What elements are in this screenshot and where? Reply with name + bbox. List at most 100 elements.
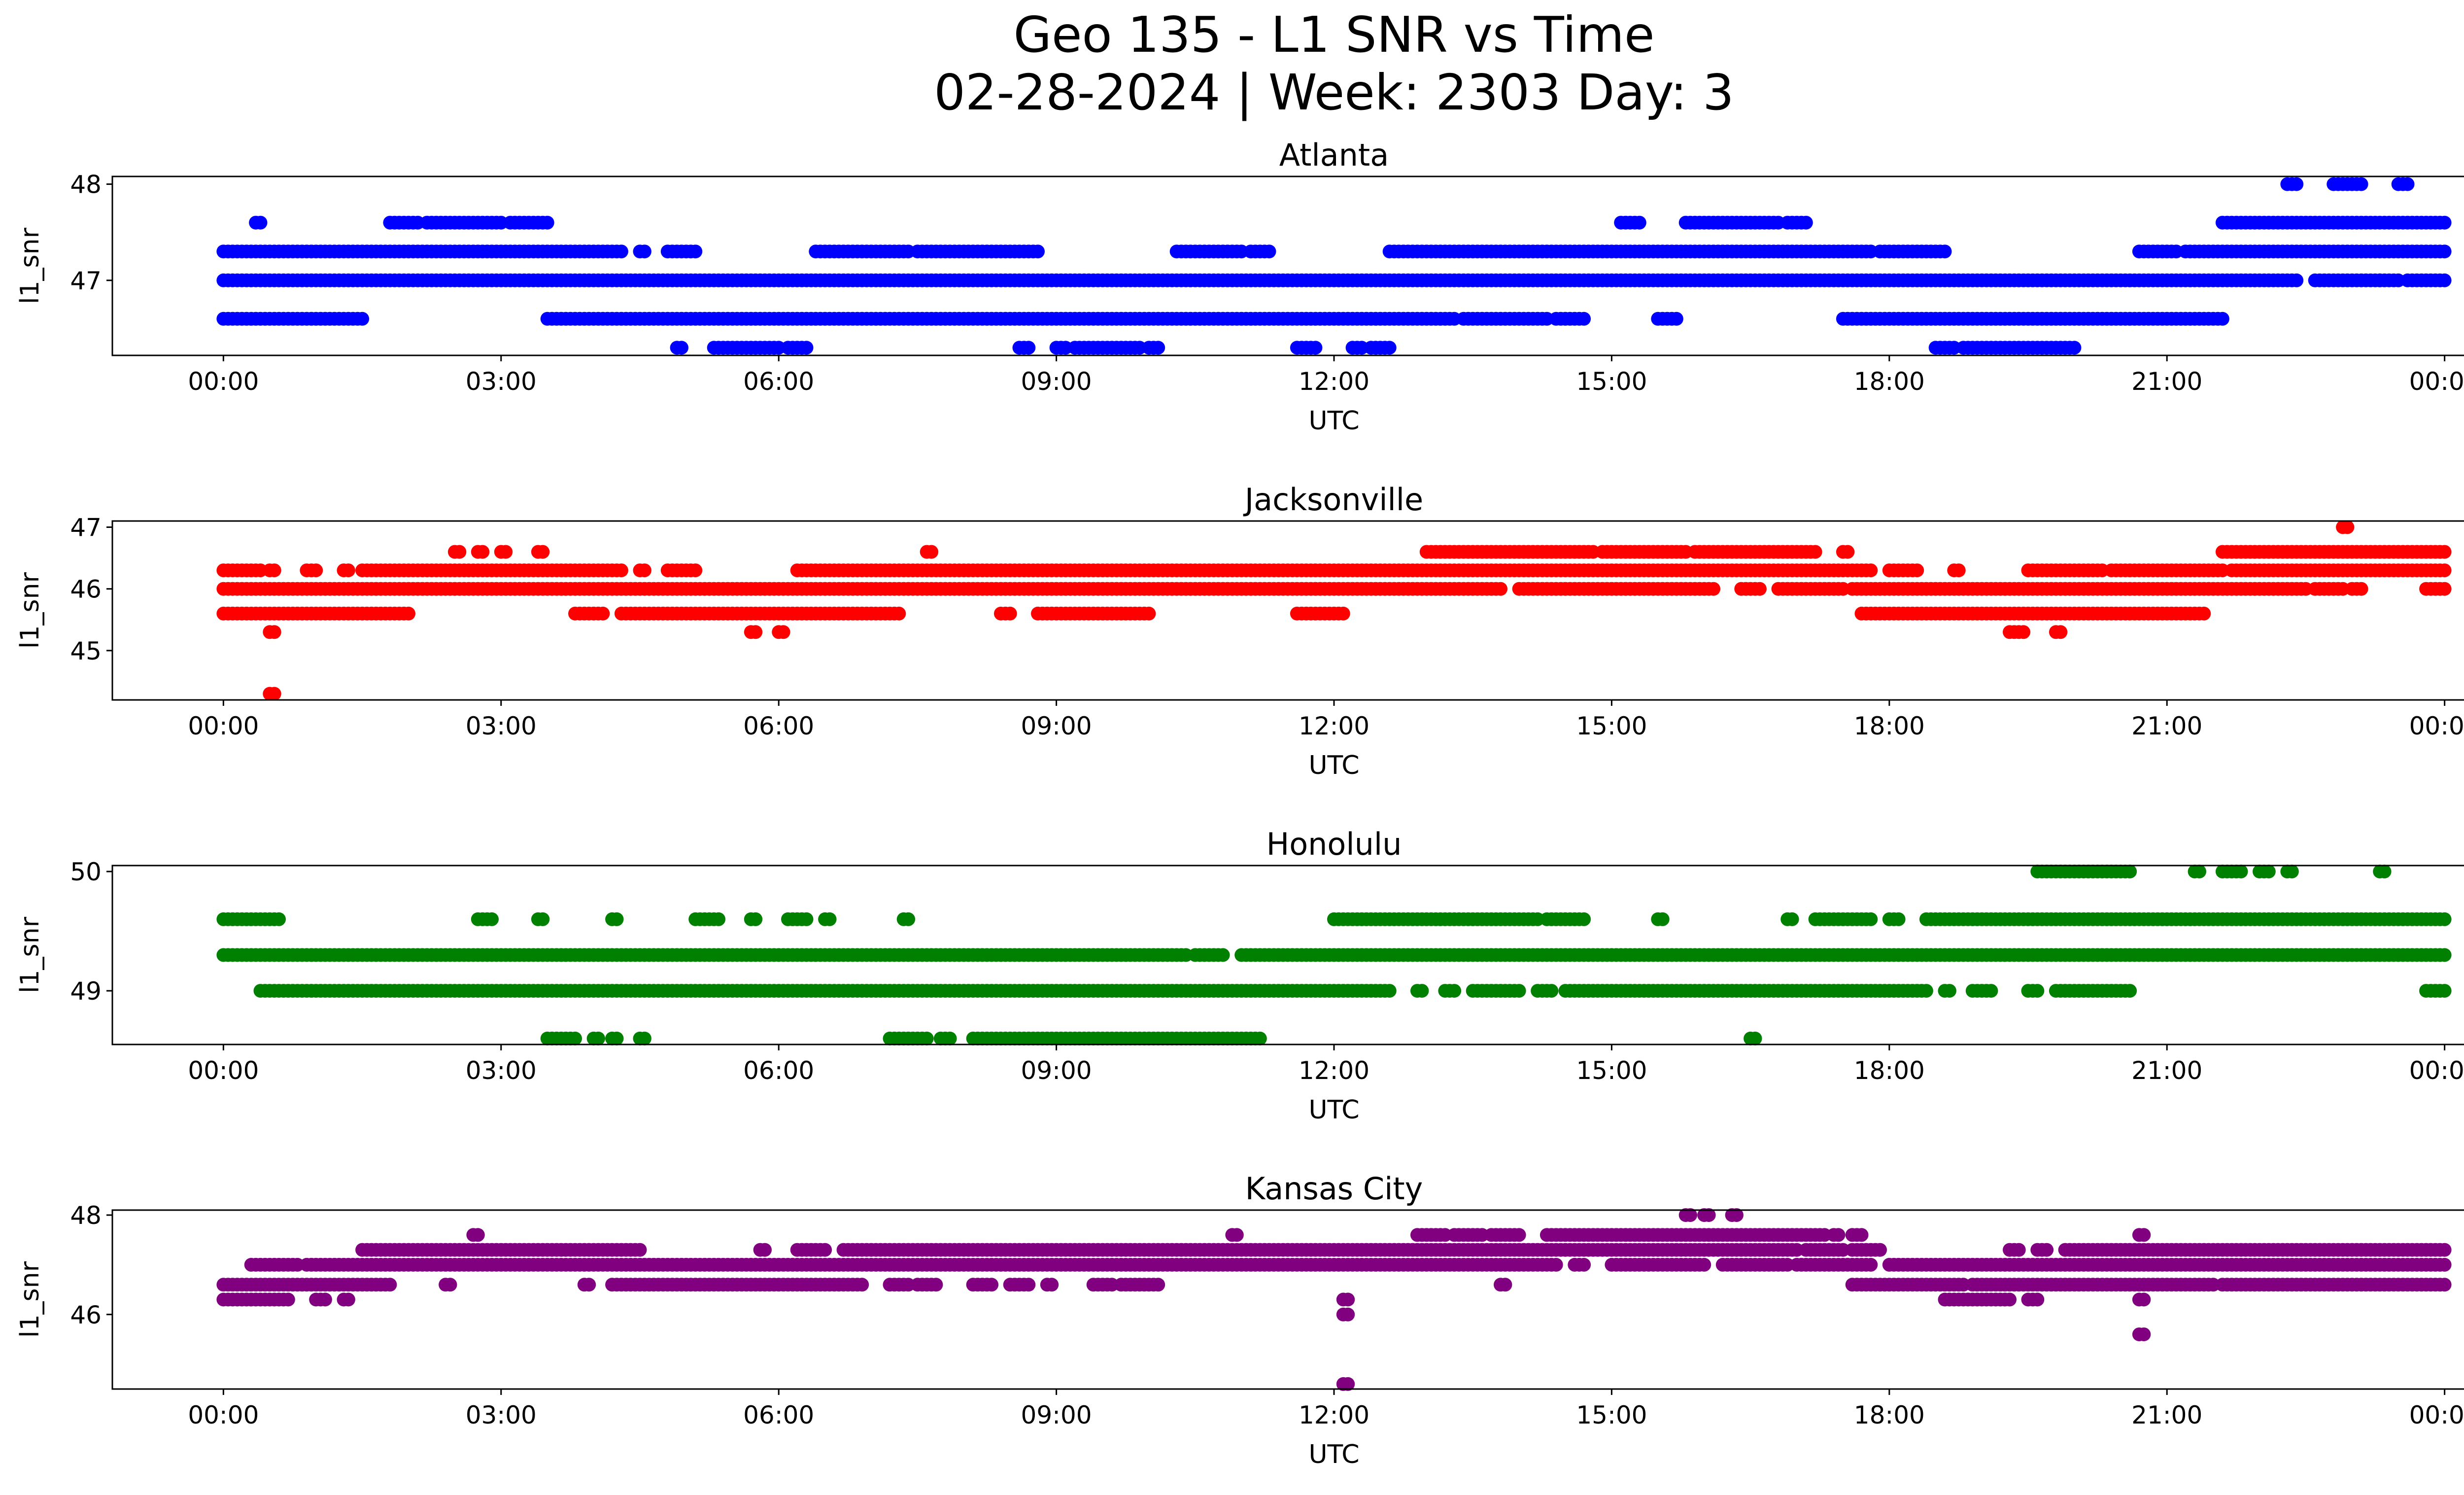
data-point — [1447, 984, 1462, 998]
data-point — [1253, 1031, 1267, 1045]
data-point — [1577, 912, 1591, 926]
data-point — [2290, 177, 2304, 191]
data-point — [402, 606, 415, 621]
x-tick-label: 18:00 — [1854, 712, 1925, 740]
data-point — [818, 1243, 832, 1257]
data-point — [452, 545, 467, 559]
data-point — [2053, 625, 2068, 639]
x-tick-label: 12:00 — [1299, 367, 1369, 396]
data-point — [536, 912, 550, 926]
data-point — [1494, 582, 1507, 596]
data-point — [610, 912, 624, 926]
data-point — [1864, 912, 1878, 926]
data-point — [2123, 865, 2137, 879]
data-point — [1544, 984, 1559, 998]
data-point — [2437, 273, 2452, 287]
data-point — [1919, 984, 1933, 998]
data-point — [929, 1278, 943, 1292]
data-point — [1683, 1208, 1697, 1222]
data-points — [216, 177, 2452, 355]
data-point — [2197, 606, 2211, 621]
data-point — [2017, 625, 2031, 639]
x-tick-label: 03:00 — [466, 712, 537, 740]
data-point — [822, 912, 837, 926]
data-point — [1632, 215, 1646, 230]
data-point — [2437, 912, 2452, 926]
data-point — [485, 912, 499, 926]
data-point — [596, 606, 610, 621]
data-point — [1873, 1243, 1887, 1257]
x-tick-label: 00:00 — [2409, 367, 2464, 396]
data-point — [1752, 582, 1767, 596]
data-point — [637, 244, 651, 259]
y-axis-label: l1_snr — [15, 227, 45, 304]
y-tick-label: 50 — [70, 858, 102, 886]
data-point — [1864, 563, 1878, 578]
data-point — [2400, 177, 2415, 191]
data-point — [2030, 984, 2045, 998]
data-point — [749, 912, 763, 926]
y-tick-label: 46 — [70, 575, 102, 604]
data-point — [2012, 1243, 2026, 1257]
data-point — [1854, 1228, 1869, 1242]
x-tick-label: 15:00 — [1576, 1056, 1647, 1085]
data-point — [2437, 563, 2452, 578]
y-tick-label: 47 — [70, 514, 102, 542]
data-point — [267, 687, 281, 701]
data-point — [2437, 582, 2452, 596]
data-point — [924, 545, 939, 559]
data-point — [1577, 312, 1591, 326]
data-point — [1216, 948, 1230, 962]
x-axis-label: UTC — [1308, 406, 1359, 436]
data-point — [341, 563, 355, 578]
x-tick-label: 18:00 — [1854, 1056, 1925, 1085]
x-tick-label: 21:00 — [2131, 712, 2202, 740]
data-points — [216, 1208, 2452, 1391]
subplot-title: Jacksonville — [1243, 482, 1423, 518]
data-point — [1748, 1031, 1762, 1045]
data-point — [688, 244, 703, 259]
x-tick-label: 06:00 — [743, 712, 814, 740]
data-point — [1655, 912, 1670, 926]
data-point — [2234, 865, 2248, 879]
data-point — [776, 625, 790, 639]
data-point — [675, 341, 688, 355]
data-point — [443, 1278, 457, 1292]
data-point — [943, 1031, 957, 1045]
data-point — [2261, 865, 2276, 879]
data-point — [1382, 341, 1397, 355]
data-point — [1230, 1228, 1244, 1242]
data-point — [1308, 341, 1323, 355]
data-point — [476, 545, 490, 559]
data-point — [1984, 984, 1998, 998]
y-tick-label: 45 — [70, 637, 102, 665]
x-tick-label: 21:00 — [2131, 1056, 2202, 1085]
data-point — [2437, 1257, 2452, 1272]
data-point — [614, 244, 628, 259]
y-tick-label: 47 — [70, 267, 102, 295]
data-point — [2377, 865, 2392, 879]
x-tick-label: 00:00 — [188, 367, 259, 396]
data-point — [1729, 1208, 1744, 1222]
data-point — [2354, 582, 2368, 596]
data-point — [688, 563, 703, 578]
data-point — [309, 563, 323, 578]
data-point — [2340, 520, 2355, 534]
data-point — [2437, 215, 2452, 230]
data-point — [1031, 244, 1045, 259]
data-point — [499, 545, 513, 559]
data-point — [540, 215, 554, 230]
data-point — [267, 625, 281, 639]
axes-frame — [111, 175, 2464, 356]
x-tick-label: 09:00 — [1021, 367, 1092, 396]
data-point — [1831, 1228, 1846, 1242]
data-point — [1785, 912, 1799, 926]
y-tick-label: 48 — [70, 171, 102, 199]
data-point — [2437, 545, 2452, 559]
data-point — [749, 625, 763, 639]
data-point — [1151, 341, 1165, 355]
